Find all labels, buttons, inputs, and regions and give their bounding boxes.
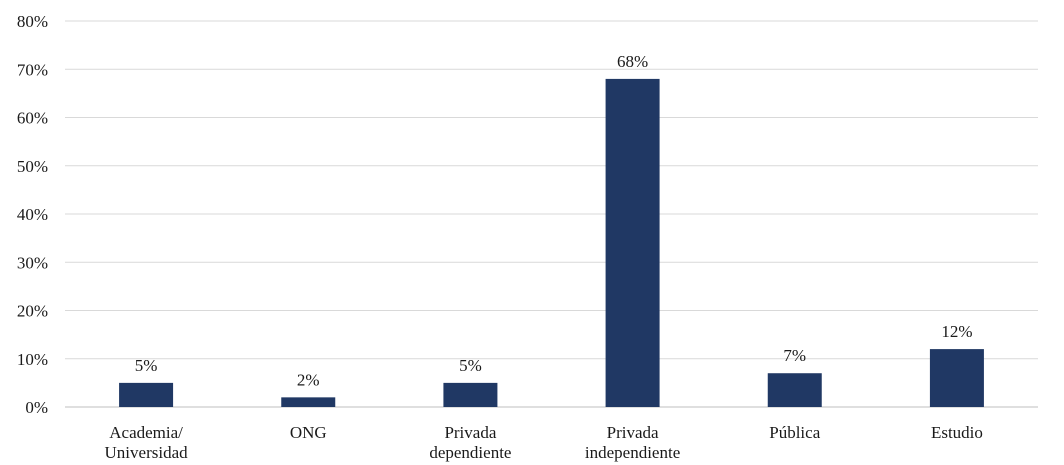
data-label-0: 5%: [135, 356, 158, 375]
category-label-5: Estudio: [931, 423, 983, 442]
data-labels: 5% 2% 5% 68% 7% 12%: [135, 52, 973, 389]
y-tick-label-40: 40%: [17, 205, 48, 224]
data-label-2: 5%: [459, 356, 482, 375]
bars: [119, 78, 984, 408]
bar-1: [281, 397, 336, 407]
data-label-3: 68%: [617, 52, 648, 71]
y-tick-label-80: 80%: [17, 12, 48, 31]
y-tick-label-60: 60%: [17, 109, 48, 128]
bar-5: [929, 349, 984, 407]
category-label-2-line-0: Privada: [444, 423, 496, 442]
category-label-3: Privada independiente: [585, 423, 680, 462]
category-label-0-line-0: Academia/: [109, 423, 183, 442]
y-tick-label-10: 10%: [17, 350, 48, 369]
data-label-5: 12%: [941, 322, 972, 341]
bar-2: [443, 382, 498, 407]
category-label-3-line-1: independiente: [585, 443, 680, 462]
grid-layer: [65, 20, 1038, 408]
category-label-5-line-0: Estudio: [931, 423, 983, 442]
category-label-1-line-0: ONG: [290, 423, 327, 442]
y-tick-label-30: 30%: [17, 253, 48, 272]
y-axis-ticks: 0% 10% 20% 30% 40% 50% 60% 70% 80%: [17, 12, 48, 417]
bar-0: [119, 382, 174, 407]
category-label-4: Pública: [769, 423, 820, 442]
category-label-1: ONG: [290, 423, 327, 442]
category-label-0: Academia/Universidad: [105, 423, 189, 462]
bar-4: [767, 373, 822, 407]
data-label-1: 2%: [297, 370, 320, 389]
category-label-3-line-0: Privada: [607, 423, 659, 442]
category-label-2-line-1: dependiente: [429, 443, 511, 462]
category-label-0-line-1: Universidad: [105, 443, 189, 462]
category-label-4-line-0: Pública: [769, 423, 820, 442]
bar-3: [605, 78, 660, 408]
y-tick-label-70: 70%: [17, 60, 48, 79]
data-label-4: 7%: [783, 346, 806, 365]
category-label-2: Privada dependiente: [429, 423, 511, 462]
y-tick-label-20: 20%: [17, 302, 48, 321]
y-tick-label-50: 50%: [17, 157, 48, 176]
y-tick-label-0: 0%: [25, 398, 48, 417]
